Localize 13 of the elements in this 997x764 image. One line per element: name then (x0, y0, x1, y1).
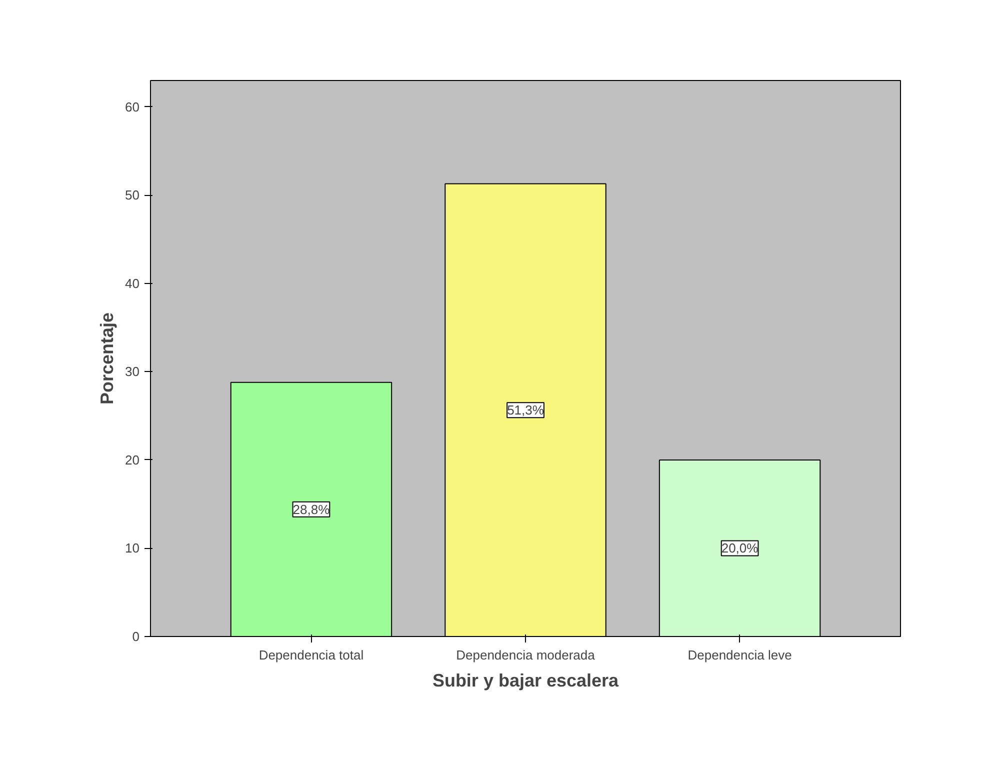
y-tick-label: 10 (125, 540, 140, 556)
y-tick-label: 20 (125, 452, 140, 468)
y-tick-label: 50 (125, 188, 140, 203)
y-tick-label: 0 (132, 629, 140, 644)
y-axis-title: Porcentaje (97, 312, 118, 405)
data-label: 51,3% (507, 402, 544, 418)
y-tick-label: 30 (125, 364, 140, 380)
x-tick-label: Dependencia leve (688, 648, 792, 662)
x-tick-label: Dependencia total (258, 648, 364, 662)
x-tick-label: Dependencia moderada (456, 648, 596, 662)
x-axis-title: Subir y bajar escalera (432, 670, 620, 690)
y-tick-label: 60 (125, 99, 140, 114)
y-tick-label: 40 (125, 276, 140, 291)
